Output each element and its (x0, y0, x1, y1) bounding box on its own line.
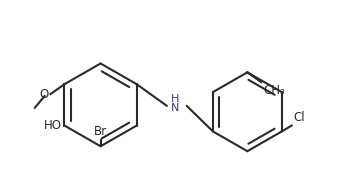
Text: Cl: Cl (294, 111, 305, 124)
Text: HO: HO (44, 119, 62, 132)
Text: O: O (39, 88, 49, 101)
Text: CH₃: CH₃ (263, 84, 285, 97)
Text: H
N: H N (171, 94, 179, 113)
Text: Br: Br (94, 125, 107, 138)
